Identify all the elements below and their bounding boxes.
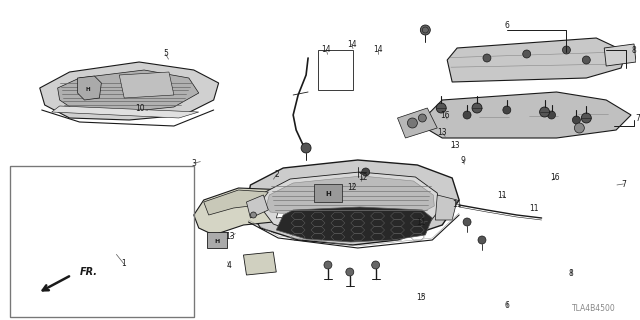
Text: 13: 13 <box>437 128 447 137</box>
Polygon shape <box>246 160 459 245</box>
Circle shape <box>472 103 482 113</box>
Text: FR.: FR. <box>79 267 97 277</box>
Circle shape <box>463 218 471 226</box>
Text: 11: 11 <box>529 204 539 212</box>
Polygon shape <box>397 108 437 138</box>
Polygon shape <box>260 172 439 240</box>
Circle shape <box>362 168 370 176</box>
Text: 4: 4 <box>227 261 232 270</box>
Bar <box>318 50 353 90</box>
Polygon shape <box>119 72 174 98</box>
Text: 15: 15 <box>416 293 426 302</box>
Polygon shape <box>604 44 636 66</box>
Circle shape <box>548 111 556 119</box>
Circle shape <box>574 123 584 133</box>
Text: 7: 7 <box>621 180 626 188</box>
Polygon shape <box>276 195 308 218</box>
Text: 9: 9 <box>461 156 465 164</box>
Text: 13: 13 <box>450 141 460 150</box>
Polygon shape <box>58 70 199 112</box>
Text: 6: 6 <box>504 301 509 310</box>
Circle shape <box>463 111 471 119</box>
Circle shape <box>540 107 550 117</box>
Circle shape <box>478 236 486 244</box>
Circle shape <box>581 113 591 123</box>
Polygon shape <box>194 188 313 235</box>
Polygon shape <box>276 207 432 242</box>
Polygon shape <box>207 232 227 248</box>
Polygon shape <box>435 195 457 220</box>
Bar <box>10 166 194 317</box>
Polygon shape <box>243 252 276 275</box>
Text: 13: 13 <box>225 232 235 241</box>
Polygon shape <box>204 190 268 215</box>
Text: 11: 11 <box>498 191 507 200</box>
Polygon shape <box>314 184 342 202</box>
Circle shape <box>582 56 590 64</box>
Text: H: H <box>85 86 90 92</box>
Text: 5: 5 <box>163 49 168 58</box>
Text: 12: 12 <box>358 173 367 182</box>
Text: 8: 8 <box>632 45 636 54</box>
Polygon shape <box>77 76 101 100</box>
Circle shape <box>563 46 570 54</box>
Text: H: H <box>325 191 331 197</box>
Circle shape <box>420 25 430 35</box>
Text: 14: 14 <box>374 45 383 54</box>
Text: 16: 16 <box>550 173 560 182</box>
Circle shape <box>572 116 580 124</box>
Circle shape <box>503 106 511 114</box>
Bar <box>10 166 194 317</box>
Text: H: H <box>214 238 220 244</box>
Circle shape <box>419 114 426 122</box>
Circle shape <box>250 212 257 218</box>
Text: 14: 14 <box>347 40 356 49</box>
Circle shape <box>301 143 311 153</box>
Circle shape <box>372 261 380 269</box>
Text: 16: 16 <box>440 111 450 120</box>
Circle shape <box>324 261 332 269</box>
Circle shape <box>436 103 446 113</box>
Polygon shape <box>426 92 631 138</box>
Text: 11: 11 <box>452 200 461 209</box>
Text: 14: 14 <box>321 45 331 54</box>
Text: 2: 2 <box>275 170 279 179</box>
Polygon shape <box>447 38 626 82</box>
Text: 8: 8 <box>568 269 573 278</box>
Text: 1: 1 <box>122 260 126 268</box>
Text: TLA4B4500: TLA4B4500 <box>572 304 616 313</box>
Text: 6: 6 <box>504 20 509 29</box>
Text: 3: 3 <box>191 159 196 168</box>
Circle shape <box>408 118 417 128</box>
Circle shape <box>483 54 491 62</box>
Text: 7: 7 <box>636 114 640 123</box>
Text: 12: 12 <box>347 183 356 192</box>
Polygon shape <box>246 195 268 218</box>
Circle shape <box>346 268 354 276</box>
Circle shape <box>523 50 531 58</box>
Polygon shape <box>266 176 435 218</box>
Text: 10: 10 <box>135 104 145 113</box>
Text: 11: 11 <box>416 218 426 227</box>
Polygon shape <box>40 62 219 120</box>
Polygon shape <box>52 106 199 118</box>
